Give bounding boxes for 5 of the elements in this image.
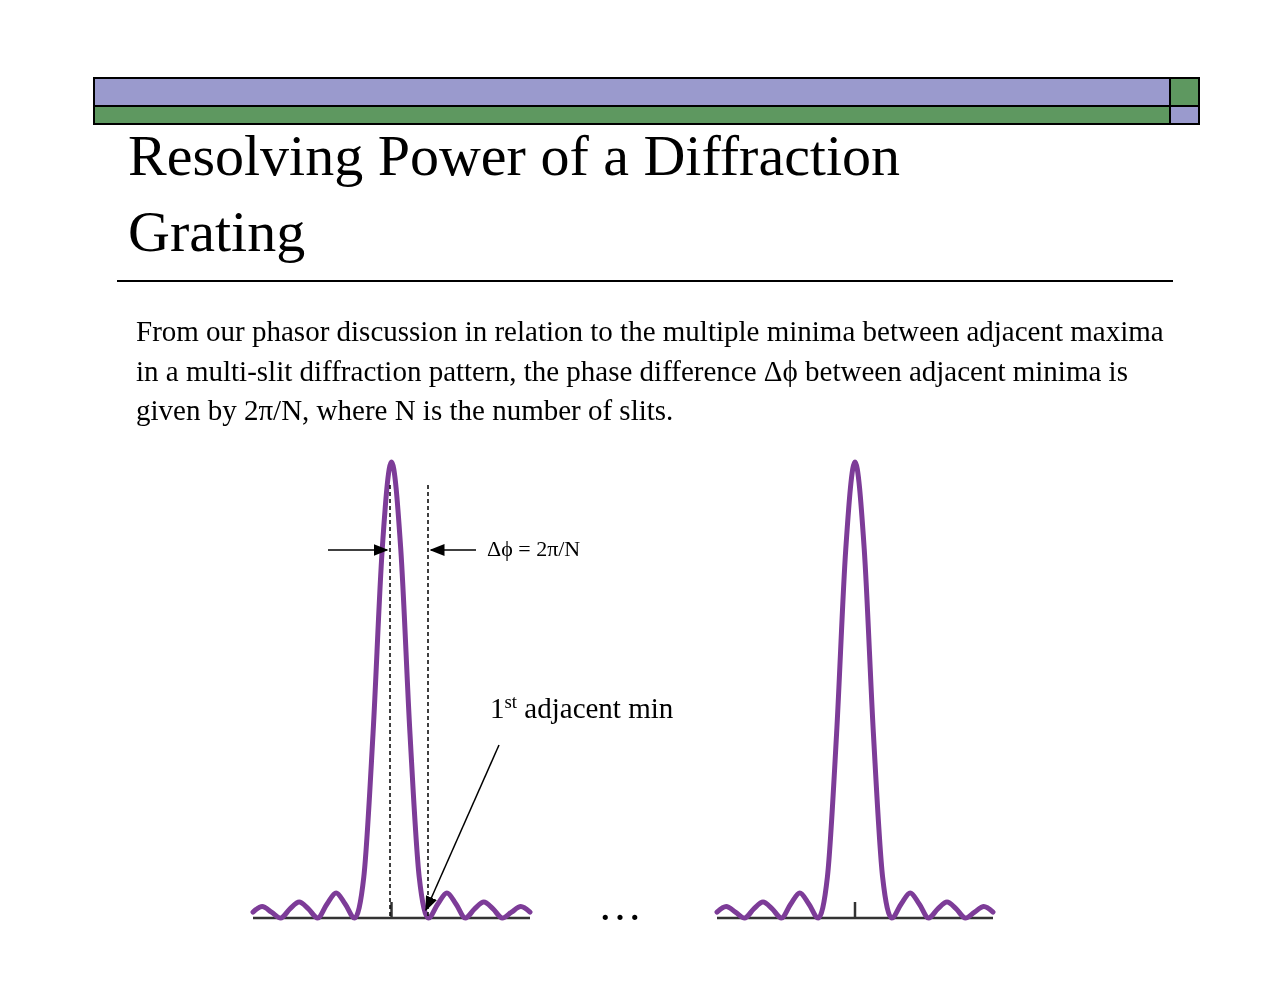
annotation: 1$^{st}$ adjacent min <box>490 690 674 724</box>
chart-title: Resolving Power of a Diffraction Grating <box>128 122 902 266</box>
text: From our phasor discussion in relation to the multiple minima between adjacent maxima in a multi-slit diffraction pattern, the phase difference Δϕ between adjacent minima is given by 2π/N, where N is the number of slits. <box>136 314 1165 428</box>
annotation: Δϕ = 2π/N <box>487 536 581 561</box>
text: … <box>598 881 642 930</box>
